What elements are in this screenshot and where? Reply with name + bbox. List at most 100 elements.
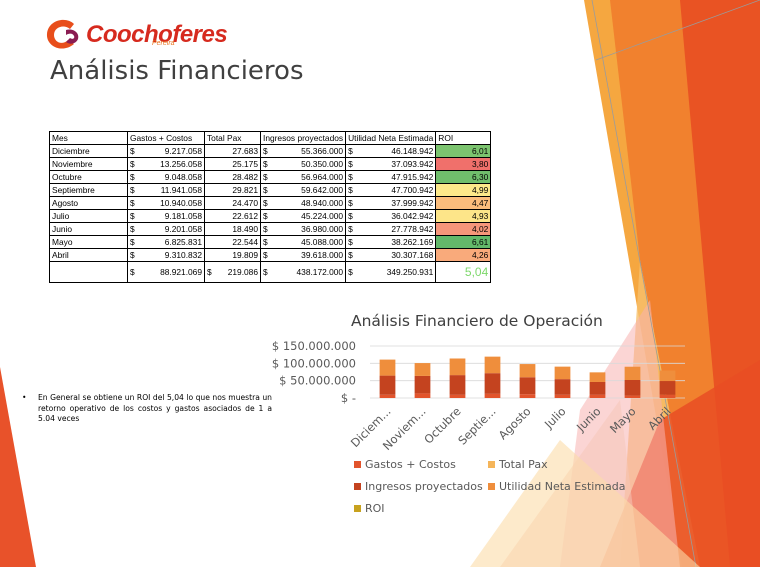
legend-label: Utilidad Neta Estimada [499,480,626,493]
currency-symbol: $ [348,267,353,277]
cell-gastos: $9.048.058 [127,170,205,184]
bar-segment [379,375,396,395]
cell-gastos: $11.941.058 [127,183,205,197]
cell-mes: Diciembre [49,144,128,158]
legend-item: Gastos + Costos [354,458,456,471]
bar-segment [484,356,501,374]
currency-symbol: $ [348,185,353,195]
cell-mes: Junio [49,222,128,236]
table-totals-row: $88.921.069 $219.086 $438.172.000 $349.250.… [49,261,492,283]
table-row: Octubre $9.048.058 28.482 $56.964.000 $47.91… [49,170,492,184]
x-tick-label: Julio [541,404,569,432]
currency-symbol: $ [130,237,135,247]
cell-gastos: $10.940.058 [127,196,205,210]
cell-utilidad-value: 46.148.942 [391,146,434,156]
cell-utilidad: $46.148.942 [345,144,437,158]
bar-segment [624,395,641,398]
bar-segment [449,358,466,376]
cell-utilidad-value: 47.700.942 [391,185,434,195]
cell-utilidad-value: 37.999.942 [391,198,434,208]
y-tick-label: $ 100.000.000 [272,356,356,370]
y-tick-label: $ - [341,391,356,405]
cell-utilidad: $47.700.942 [345,183,437,197]
currency-symbol: $ [263,185,268,195]
y-tick-label: $ 150.000.000 [272,339,356,353]
cell-roi: 3,80 [435,157,492,171]
cell-mes: Julio [49,209,128,223]
bar-segment [449,394,466,398]
cell-roi: 4,99 [435,183,492,197]
legend-item: Total Pax [488,458,548,471]
cell-utilidad-value: 30.307.168 [391,250,434,260]
currency-symbol: $ [130,159,135,169]
cell-gastos: $13.256.058 [127,157,205,171]
bar-segment [519,364,536,378]
cell-ingresos-value: 50.350.000 [301,159,344,169]
cell-gastos-value: 10.940.058 [160,198,202,208]
y-tick-label: $ 50.000.000 [279,374,356,388]
total-ingresos: $438.172.000 [259,261,347,283]
cell-utilidad: $38.262.169 [345,235,437,249]
cell-pax: 28.482 [204,170,261,184]
currency-symbol: $ [263,237,268,247]
cell-pax: 24.470 [204,196,261,210]
cell-mes: Agosto [49,196,128,210]
currency-symbol: $ [207,267,212,277]
cell-ingresos-value: 39.618.000 [301,250,344,260]
cell-roi: 4,02 [435,222,492,236]
cell-utilidad-value: 38.262.169 [391,237,434,247]
legend-swatch [354,461,361,468]
currency-symbol: $ [130,267,135,277]
x-tick-label: Agosto [496,404,534,442]
cell-ingresos-value: 55.366.000 [301,146,344,156]
legend-label: Total Pax [499,458,548,471]
cell-mes: Abril [49,248,128,262]
cell-ingresos-value: 45.224.000 [301,211,344,221]
table-header-row: Mes Gastos + Costos Total Pax Ingresos p… [49,131,492,145]
currency-symbol: $ [263,198,268,208]
cell-gastos: $9.217.058 [127,144,205,158]
bar-segment [379,359,396,376]
summary-text: En General se obtiene un ROI del 5,04 lo… [38,393,272,423]
table-row: Noviembre $13.256.058 25.175 $50.350.000 $37… [49,157,492,171]
bar-segment [449,375,466,395]
total-gastos-value: 88.921.069 [160,267,202,277]
currency-symbol: $ [348,237,353,247]
cell-pax: 27.683 [204,144,261,158]
cell-ingresos: $59.642.000 [259,183,347,197]
cell-ingresos-value: 48.940.000 [301,198,344,208]
x-tick-label: Mayo [607,404,639,436]
bar-segment [484,393,501,398]
table-row: Abril $9.310.832 19.809 $39.618.000 $30.307.… [49,248,492,262]
cell-ingresos: $36.980.000 [259,222,347,236]
stacked-bar-chart: $ 150.000.000 $ 100.000.000 $ 50.000.000 $ … [272,339,685,453]
logo-swirl-icon [46,19,79,49]
bar-segment [589,394,606,398]
currency-symbol: $ [348,211,353,221]
cell-roi: 4,26 [435,248,492,262]
total-roi: 5,04 [435,261,492,283]
cell-ingresos: $45.088.000 [259,235,347,249]
legend-label: Ingresos proyectados [365,480,483,493]
legend-swatch [488,483,495,490]
currency-symbol: $ [263,267,268,277]
total-utilidad-value: 349.250.931 [386,267,434,277]
cell-roi: 4,93 [435,209,492,223]
cell-ingresos-value: 36.980.000 [301,224,344,234]
cell-utilidad: $47.915.942 [345,170,437,184]
column-header-pax: Total Pax [204,131,261,145]
currency-symbol: $ [263,146,268,156]
currency-symbol: $ [263,172,268,182]
cell-utilidad-value: 36.042.942 [391,211,434,221]
total-pax-value: 219.086 [227,267,258,277]
cell-mes: Octubre [49,170,128,184]
currency-symbol: $ [348,224,353,234]
cell-gastos-value: 13.256.058 [160,159,202,169]
cell-gastos: $9.181.058 [127,209,205,223]
total-ingresos-value: 438.172.000 [296,267,344,277]
cell-pax: 25.175 [204,157,261,171]
cell-utilidad-value: 37.093.942 [391,159,434,169]
cell-ingresos: $50.350.000 [259,157,347,171]
brand-logo: Coochoferes [44,18,228,52]
currency-symbol: $ [130,185,135,195]
